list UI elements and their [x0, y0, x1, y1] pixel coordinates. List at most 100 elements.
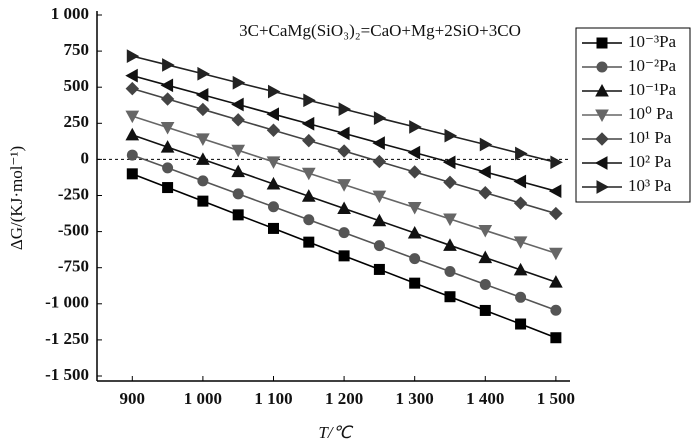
- marker: [231, 144, 246, 158]
- legend-marker: [596, 180, 610, 194]
- marker: [267, 222, 279, 234]
- marker: [515, 291, 527, 303]
- y-tick-label: -1 500: [45, 365, 89, 384]
- marker: [372, 136, 385, 150]
- y-tick-label: -1 000: [45, 293, 89, 312]
- marker: [303, 214, 315, 226]
- marker: [407, 165, 422, 179]
- marker: [126, 168, 138, 180]
- marker: [478, 186, 492, 200]
- marker: [549, 247, 563, 261]
- marker: [231, 97, 244, 112]
- marker: [197, 66, 210, 81]
- legend-marker: [594, 156, 608, 170]
- marker: [196, 133, 210, 146]
- marker: [266, 176, 281, 190]
- marker: [125, 68, 138, 83]
- marker: [126, 149, 138, 161]
- marker: [513, 196, 528, 210]
- marker: [478, 224, 493, 238]
- marker: [407, 145, 421, 160]
- marker: [302, 133, 316, 148]
- marker: [197, 175, 209, 187]
- marker: [125, 110, 140, 124]
- marker: [478, 165, 491, 179]
- marker: [443, 175, 457, 190]
- legend-marker: [595, 83, 609, 97]
- y-tick-label: 0: [81, 148, 90, 167]
- marker: [513, 236, 528, 249]
- marker: [548, 184, 562, 199]
- chart-title: 3C+CaMg(SiO₃)₂=CaO+Mg+2SiO+3CO: [239, 21, 521, 40]
- marker: [195, 88, 209, 102]
- x-tick-label: 1 300: [396, 389, 434, 408]
- marker: [162, 182, 174, 194]
- marker: [160, 78, 174, 93]
- legend-marker: [596, 61, 608, 73]
- x-tick-label: 900: [120, 389, 146, 408]
- marker: [337, 179, 351, 192]
- legend-label: 10⁻²Pa: [628, 56, 677, 75]
- marker: [550, 304, 562, 316]
- legend-label: 10¹ Pa: [628, 128, 672, 147]
- marker: [231, 164, 246, 178]
- marker: [266, 156, 281, 169]
- marker: [513, 262, 528, 276]
- marker: [196, 102, 210, 117]
- x-tick-label: 1 100: [254, 389, 292, 408]
- marker: [549, 275, 563, 288]
- marker: [372, 154, 387, 169]
- marker: [338, 250, 350, 262]
- marker: [162, 58, 175, 72]
- marker: [442, 155, 456, 170]
- marker: [266, 123, 281, 137]
- y-tick-label: 1 000: [51, 4, 89, 23]
- marker: [373, 111, 387, 125]
- legend-label: 10⁰ Pa: [628, 104, 674, 123]
- marker: [303, 236, 315, 248]
- marker: [267, 84, 281, 99]
- legend-label: 10⁻¹Pa: [628, 80, 677, 99]
- y-tick-label: -750: [58, 257, 89, 276]
- marker: [478, 250, 493, 264]
- marker: [266, 107, 279, 122]
- x-tick-label: 1 200: [325, 389, 363, 408]
- marker: [337, 201, 351, 214]
- marker: [301, 189, 316, 202]
- marker: [409, 253, 421, 265]
- legend-label: 10² Pa: [628, 152, 672, 171]
- marker: [407, 225, 422, 239]
- marker: [479, 137, 493, 152]
- marker: [479, 278, 491, 290]
- marker: [444, 291, 456, 303]
- y-tick-label: -500: [58, 221, 89, 240]
- marker: [549, 206, 563, 221]
- marker: [372, 190, 387, 204]
- marker: [162, 162, 174, 174]
- legend-marker: [595, 109, 609, 123]
- y-tick-label: 750: [64, 40, 90, 59]
- marker: [550, 332, 562, 344]
- marker: [160, 121, 175, 135]
- marker: [196, 152, 210, 165]
- marker: [513, 174, 527, 189]
- marker: [160, 92, 175, 106]
- marker: [550, 155, 563, 170]
- marker: [126, 49, 140, 63]
- marker: [444, 128, 458, 143]
- marker: [301, 167, 316, 181]
- marker: [125, 81, 140, 96]
- y-tick-label: -250: [58, 184, 89, 203]
- marker: [372, 213, 387, 227]
- marker: [301, 116, 315, 131]
- marker: [338, 227, 350, 239]
- legend-label: 10⁻³Pa: [628, 32, 677, 51]
- legend-marker: [596, 37, 608, 49]
- marker: [231, 113, 245, 127]
- x-axis-label: T/℃: [318, 423, 353, 442]
- marker: [338, 102, 352, 116]
- marker: [515, 318, 527, 330]
- marker: [267, 201, 279, 213]
- y-axis-label: ΔG/(KJ·mol⁻¹): [7, 146, 26, 250]
